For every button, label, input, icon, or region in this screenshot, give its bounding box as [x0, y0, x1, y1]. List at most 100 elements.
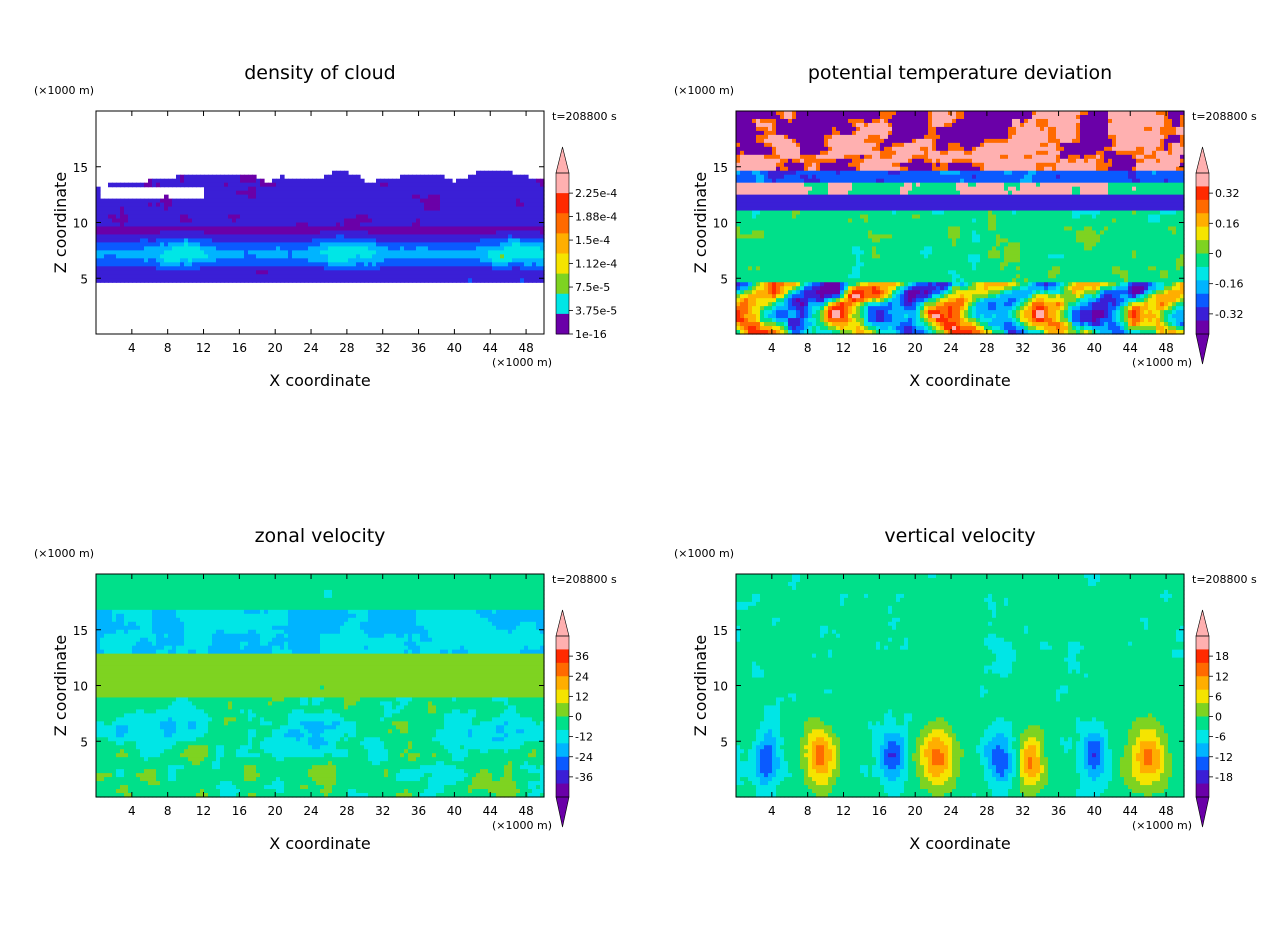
field-cell	[116, 242, 121, 247]
field-cell	[844, 178, 849, 184]
field-cell	[344, 270, 349, 275]
field-cell	[752, 206, 757, 212]
field-cell	[152, 222, 157, 228]
field-cell	[260, 182, 265, 188]
field-cell	[852, 294, 857, 299]
field-cell	[272, 278, 277, 283]
field-cell	[344, 230, 349, 236]
field-cell	[464, 262, 469, 267]
field-cell	[96, 226, 101, 232]
field-cell	[436, 278, 441, 283]
field-cell	[332, 210, 337, 216]
field-cell	[744, 262, 749, 267]
field-cell	[300, 270, 305, 275]
field-cell	[480, 222, 485, 228]
field-cell	[440, 230, 445, 236]
field-cell	[408, 258, 413, 263]
field-cell	[756, 114, 761, 120]
field-cell	[356, 258, 361, 263]
field-cell	[784, 214, 789, 220]
field-cell	[848, 122, 853, 128]
field-cell	[280, 226, 285, 232]
field-cell	[104, 202, 109, 208]
field-cell	[748, 154, 753, 160]
field-cell	[476, 266, 481, 271]
field-cell	[796, 150, 801, 156]
field-cell	[252, 202, 257, 208]
field-cell	[828, 266, 833, 271]
field-cell	[524, 210, 529, 216]
field-cell	[824, 266, 829, 271]
field-cell	[440, 250, 445, 255]
field-cell	[824, 214, 829, 220]
field-cell	[768, 134, 773, 140]
field-cell	[536, 226, 541, 232]
field-cell	[276, 238, 281, 244]
field-cell	[848, 306, 853, 311]
field-cell	[852, 262, 857, 267]
field-cell	[744, 318, 749, 323]
field-cell	[196, 242, 201, 247]
field-cell	[316, 178, 321, 184]
field-cell	[260, 202, 265, 208]
field-cell	[472, 246, 477, 251]
field-cell	[408, 182, 413, 188]
field-cell	[736, 138, 741, 144]
field-cell	[772, 194, 777, 200]
field-cell	[368, 250, 373, 255]
field-cell	[524, 202, 529, 208]
field-cell	[776, 258, 781, 263]
field-cell	[876, 326, 881, 331]
field-cell	[104, 278, 109, 283]
field-cell	[780, 114, 785, 120]
field-cell	[532, 262, 537, 267]
field-cell	[120, 278, 125, 283]
field-cell	[488, 174, 493, 180]
field-cell	[776, 234, 781, 240]
field-cell	[752, 202, 757, 208]
field-cell	[256, 194, 261, 200]
field-cell	[168, 270, 173, 275]
field-cell	[416, 250, 421, 255]
field-cell	[284, 254, 289, 259]
field-cell	[444, 218, 449, 224]
field-cell	[532, 246, 537, 251]
field-cell	[336, 186, 341, 192]
field-cell	[336, 226, 341, 232]
field-cell	[408, 246, 413, 251]
field-cell	[108, 266, 113, 271]
field-cell	[248, 174, 253, 180]
field-cell	[792, 190, 797, 196]
field-cell	[188, 214, 193, 220]
field-cell	[140, 206, 145, 212]
field-cell	[496, 234, 501, 240]
field-cell	[776, 318, 781, 323]
field-cell	[360, 210, 365, 216]
field-cell	[352, 258, 357, 263]
field-cell	[360, 194, 365, 200]
field-cell	[364, 270, 369, 275]
field-cell	[104, 238, 109, 244]
field-cell	[868, 166, 873, 172]
field-cell	[412, 230, 417, 236]
field-cell	[772, 170, 777, 176]
field-cell	[828, 134, 833, 140]
field-cell	[800, 246, 805, 251]
field-cell	[220, 178, 225, 184]
field-cell	[164, 218, 169, 224]
field-cell	[836, 202, 841, 208]
field-cell	[748, 326, 753, 331]
field-cell	[452, 254, 457, 259]
field-cell	[392, 182, 397, 188]
field-cell	[756, 234, 761, 240]
field-cell	[744, 190, 749, 196]
field-cell	[204, 210, 209, 216]
field-cell	[736, 166, 741, 172]
field-cell	[840, 266, 845, 271]
field-cell	[136, 234, 141, 240]
field-cell	[528, 198, 533, 204]
field-cell	[240, 202, 245, 208]
field-cell	[336, 170, 341, 176]
field-cell	[352, 206, 357, 212]
field-cell	[116, 278, 121, 283]
